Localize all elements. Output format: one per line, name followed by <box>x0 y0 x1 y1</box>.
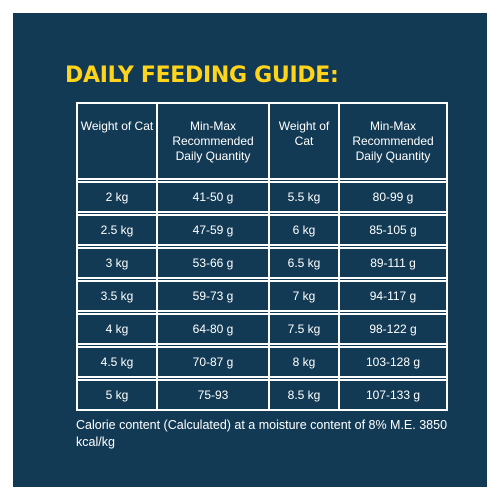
cell-quantity: 64-80 g <box>156 313 270 345</box>
cell-weight: 5 kg <box>76 379 158 411</box>
spacer-cell <box>268 245 340 248</box>
table-row: 4 kg 64-80 g 7.5 kg 98-122 g <box>76 313 448 345</box>
spacer-cell <box>156 311 270 314</box>
cell-quantity: 75-93 <box>156 379 270 411</box>
spacer-cell <box>338 377 448 380</box>
spacer-cell <box>268 179 340 182</box>
cell-quantity: 107-133 g <box>338 379 448 411</box>
cell-weight: 3.5 kg <box>76 280 158 312</box>
spacer-cell <box>268 311 340 314</box>
table-header-row: Weight of Cat Min-Max Recommended Daily … <box>76 102 448 180</box>
cell-quantity: 89-111 g <box>338 247 448 279</box>
spacer-cell <box>338 212 448 215</box>
page-title: DAILY FEEDING GUIDE: <box>65 63 339 88</box>
header-daily-quantity: Min-Max Recommended Daily Quantity <box>156 102 270 180</box>
cell-quantity: 98-122 g <box>338 313 448 345</box>
cell-quantity: 53-66 g <box>156 247 270 279</box>
cell-weight: 7 kg <box>268 280 340 312</box>
row-spacer <box>76 311 448 314</box>
table-row: 5 kg 75-93 8.5 kg 107-133 g <box>76 379 448 411</box>
spacer-cell <box>338 311 448 314</box>
feeding-guide-panel: DAILY FEEDING GUIDE: Weight of Cat Min-M… <box>13 13 487 487</box>
spacer-cell <box>338 344 448 347</box>
spacer-cell <box>268 278 340 281</box>
spacer-cell <box>156 179 270 182</box>
table-row: 3 kg 53-66 g 6.5 kg 89-111 g <box>76 247 448 279</box>
row-spacer <box>76 278 448 281</box>
spacer-cell <box>76 179 158 182</box>
spacer-cell <box>156 278 270 281</box>
row-spacer <box>76 245 448 248</box>
cell-weight: 6.5 kg <box>268 247 340 279</box>
cell-quantity: 59-73 g <box>156 280 270 312</box>
row-spacer <box>76 377 448 380</box>
cell-weight: 8.5 kg <box>268 379 340 411</box>
spacer-cell <box>338 245 448 248</box>
header-daily-quantity: Min-Max Recommended Daily Quantity <box>338 102 448 180</box>
spacer-cell <box>268 344 340 347</box>
cell-weight: 4 kg <box>76 313 158 345</box>
spacer-cell <box>338 179 448 182</box>
cell-weight: 7.5 kg <box>268 313 340 345</box>
cell-quantity: 94-117 g <box>338 280 448 312</box>
spacer-cell <box>338 278 448 281</box>
spacer-cell <box>76 278 158 281</box>
spacer-cell <box>76 212 158 215</box>
spacer-cell <box>156 212 270 215</box>
spacer-cell <box>268 377 340 380</box>
row-spacer <box>76 344 448 347</box>
spacer-cell <box>156 245 270 248</box>
cell-quantity: 80-99 g <box>338 181 448 213</box>
cell-weight: 5.5 kg <box>268 181 340 213</box>
table-row: 2 kg 41-50 g 5.5 kg 80-99 g <box>76 181 448 213</box>
row-spacer <box>76 179 448 182</box>
header-weight-of-cat: Weight of Cat <box>268 102 340 180</box>
cell-quantity: 70-87 g <box>156 346 270 378</box>
cell-quantity: 85-105 g <box>338 214 448 246</box>
spacer-cell <box>76 311 158 314</box>
calorie-footnote: Calorie content (Calculated) at a moistu… <box>76 418 448 449</box>
spacer-cell <box>76 245 158 248</box>
spacer-cell <box>76 344 158 347</box>
row-spacer <box>76 212 448 215</box>
feeding-table: Weight of Cat Min-Max Recommended Daily … <box>76 102 448 411</box>
spacer-cell <box>76 377 158 380</box>
cell-weight: 3 kg <box>76 247 158 279</box>
cell-quantity: 41-50 g <box>156 181 270 213</box>
cell-weight: 2 kg <box>76 181 158 213</box>
cell-weight: 4.5 kg <box>76 346 158 378</box>
spacer-cell <box>156 344 270 347</box>
spacer-cell <box>268 212 340 215</box>
cell-weight: 8 kg <box>268 346 340 378</box>
cell-weight: 6 kg <box>268 214 340 246</box>
cell-quantity: 103-128 g <box>338 346 448 378</box>
cell-quantity: 47-59 g <box>156 214 270 246</box>
header-weight-of-cat: Weight of Cat <box>76 102 158 180</box>
cell-weight: 2.5 kg <box>76 214 158 246</box>
spacer-cell <box>156 377 270 380</box>
